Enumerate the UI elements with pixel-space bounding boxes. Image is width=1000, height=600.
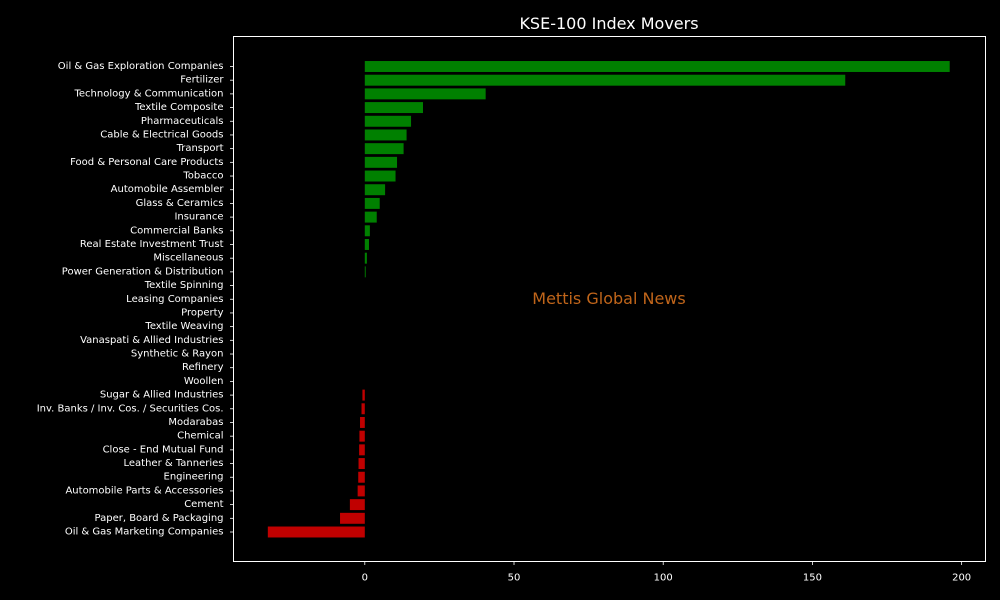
y-tick-label: Real Estate Investment Trust	[80, 239, 224, 250]
y-tick-label: Automobile Assembler	[111, 184, 225, 195]
y-tick-label: Modarabas	[168, 417, 223, 428]
bar	[364, 102, 423, 114]
x-axis: 0 50 100 150 200	[362, 561, 971, 584]
x-tick-label: 50	[508, 573, 521, 584]
bar	[359, 444, 365, 456]
bar	[364, 74, 846, 86]
y-tick-label: Textile Composite	[134, 102, 223, 113]
bar	[360, 416, 365, 428]
y-tick-label: Commercial Banks	[130, 225, 223, 236]
y-tick-label: Vanaspati & Allied Industries	[80, 335, 223, 346]
y-tick-label: Textile Weaving	[144, 321, 223, 332]
bar	[357, 485, 365, 497]
y-tick-label: Woollen	[184, 376, 224, 387]
bar	[364, 225, 370, 237]
bar	[364, 184, 386, 196]
bar	[358, 458, 365, 470]
bar	[364, 211, 377, 223]
y-tick-label: Sugar & Allied Industries	[100, 390, 224, 401]
y-tick-label: Cable & Electrical Goods	[100, 129, 223, 140]
bar	[359, 430, 365, 442]
x-tick-label: 150	[803, 573, 822, 584]
y-tick-label: Pharmaceuticals	[141, 116, 224, 127]
x-tick-label: 0	[362, 573, 368, 584]
bar	[364, 115, 412, 127]
y-tick-label: Refinery	[182, 362, 224, 373]
bar	[364, 88, 486, 100]
watermark-text: Mettis Global News	[532, 289, 685, 308]
x-tick-label: 200	[952, 573, 971, 584]
y-tick-label: Power Generation & Distribution	[62, 266, 224, 277]
y-tick-label: Fertilizer	[180, 75, 224, 86]
bar	[362, 389, 365, 401]
y-tick-label: Glass & Ceramics	[136, 198, 224, 209]
y-tick-label: Food & Personal Care Products	[70, 157, 223, 168]
bar	[364, 156, 398, 168]
y-tick-label: Paper, Board & Packaging	[95, 513, 224, 524]
y-tick-label: Inv. Banks / Inv. Cos. / Securities Cos.	[37, 403, 224, 414]
bar	[364, 170, 396, 182]
y-tick-labels: Oil & Gas Exploration Companies Fertilize…	[37, 61, 234, 538]
bar	[364, 143, 404, 155]
bar	[349, 499, 365, 511]
y-tick-label: Synthetic & Rayon	[131, 349, 224, 360]
y-tick-label: Property	[181, 307, 223, 318]
y-tick-label: Tobacco	[182, 171, 223, 182]
y-tick-label: Insurance	[174, 212, 223, 223]
y-tick-label: Miscellaneous	[153, 253, 223, 264]
y-tick-label: Oil & Gas Exploration Companies	[58, 61, 224, 72]
y-tick-label: Technology & Communication	[74, 88, 224, 99]
y-tick-label: Oil & Gas Marketing Companies	[65, 527, 224, 538]
chart-title: KSE-100 Index Movers	[519, 14, 698, 33]
bar	[364, 252, 367, 264]
bar	[358, 471, 365, 483]
x-tick-label: 100	[654, 573, 673, 584]
bar	[340, 512, 365, 524]
bars-group	[267, 61, 950, 538]
bar	[267, 526, 365, 538]
bar	[364, 61, 950, 72]
bar	[364, 197, 380, 209]
y-tick-label: Cement	[184, 499, 223, 510]
bar	[364, 266, 366, 278]
bar	[361, 403, 365, 415]
y-tick-label: Transport	[176, 143, 224, 154]
y-tick-label: Leather & Tanneries	[123, 458, 223, 469]
y-tick-label: Leasing Companies	[126, 294, 223, 305]
bar	[364, 129, 407, 141]
y-tick-label: Chemical	[177, 431, 223, 442]
y-tick-label: Engineering	[164, 472, 224, 483]
y-tick-label: Close - End Mutual Fund	[103, 444, 224, 455]
bar	[364, 239, 369, 250]
y-tick-label: Automobile Parts & Accessories	[65, 485, 223, 496]
y-tick-label: Textile Spinning	[144, 280, 224, 291]
